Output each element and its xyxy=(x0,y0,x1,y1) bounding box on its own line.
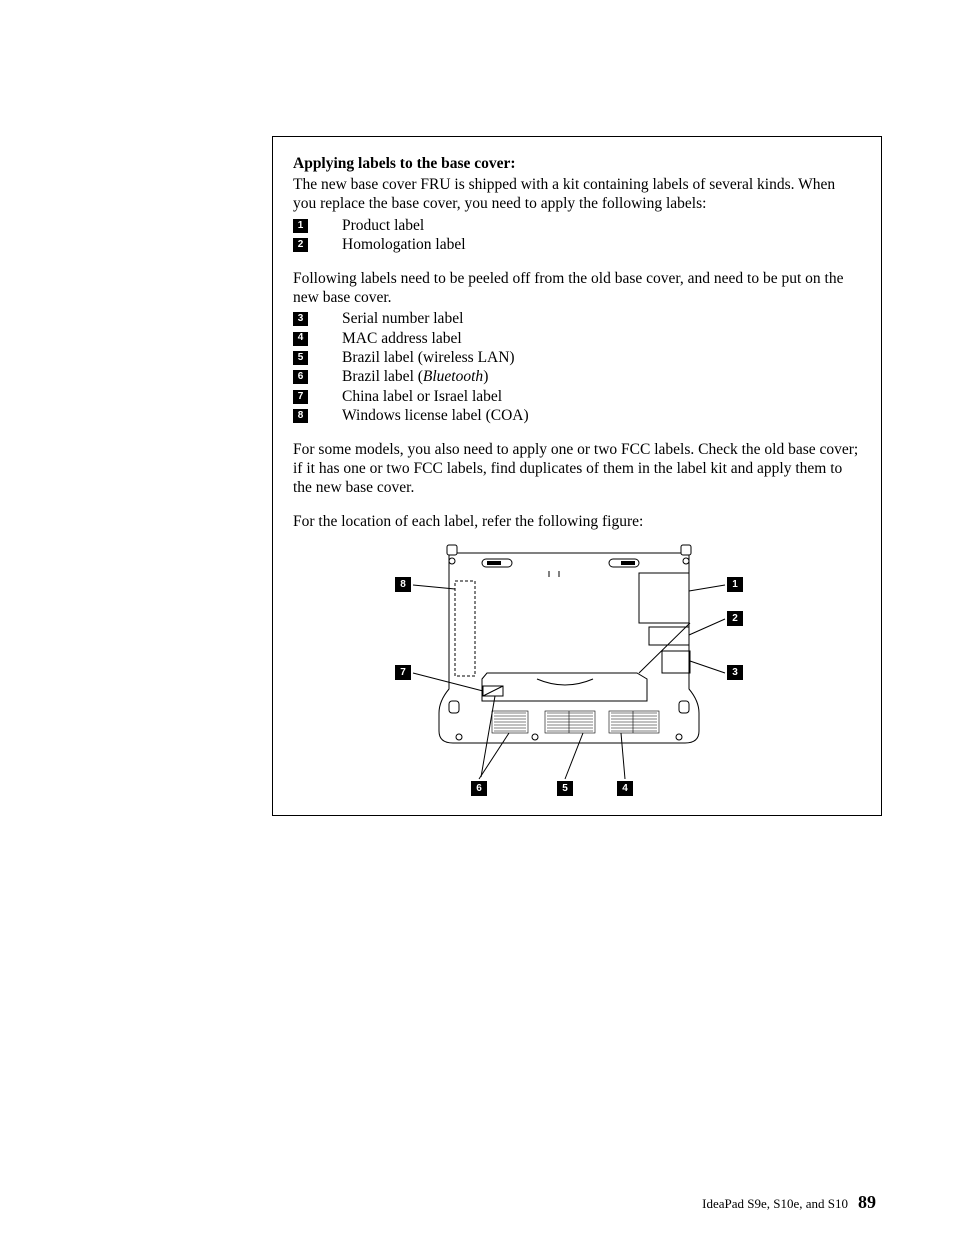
number-badge: 4 xyxy=(293,332,308,346)
number-badge: 1 xyxy=(293,219,308,233)
label-list-2: 3 Serial number label 4 MAC address labe… xyxy=(293,309,861,425)
number-badge: 8 xyxy=(293,409,308,423)
number-badge: 5 xyxy=(293,351,308,365)
footer-title: IdeaPad S9e, S10e, and S10 xyxy=(702,1196,848,1212)
callout-badge-8: 8 xyxy=(395,577,411,592)
intro-paragraph-1: The new base cover FRU is shipped with a… xyxy=(293,175,861,214)
intro-paragraph-2: Following labels need to be peeled off f… xyxy=(293,269,861,308)
base-cover-figure: 8 7 1 2 3 4 5 6 xyxy=(387,541,767,797)
page-footer: IdeaPad S9e, S10e, and S10 89 xyxy=(702,1192,876,1213)
list-item: 3 Serial number label xyxy=(293,309,861,328)
callout-badge-7: 7 xyxy=(395,665,411,680)
label-list-1: 1 Product label 2 Homologation label xyxy=(293,216,861,255)
callout-badge-1: 1 xyxy=(727,577,743,592)
number-badge: 2 xyxy=(293,238,308,252)
list-item-text: Homologation label xyxy=(342,235,466,254)
number-badge: 6 xyxy=(293,370,308,384)
figure-caption: For the location of each label, refer th… xyxy=(293,512,861,531)
list-item-text: Brazil label (wireless LAN) xyxy=(342,348,515,367)
callout-badge-4: 4 xyxy=(617,781,633,796)
callout-badge-3: 3 xyxy=(727,665,743,680)
fcc-paragraph: For some models, you also need to apply … xyxy=(293,440,861,498)
callout-badge-2: 2 xyxy=(727,611,743,626)
list-item-text: Product label xyxy=(342,216,424,235)
base-cover-svg xyxy=(387,541,767,797)
number-badge: 3 xyxy=(293,312,308,326)
list-item-text: MAC address label xyxy=(342,329,462,348)
list-item: 2 Homologation label xyxy=(293,235,861,254)
list-item-text: Brazil label (Bluetooth) xyxy=(342,367,488,386)
text-pre: Brazil label ( xyxy=(342,368,423,385)
callout-badge-6: 6 xyxy=(471,781,487,796)
list-item-text: Windows license label (COA) xyxy=(342,406,529,425)
box-heading: Applying labels to the base cover: xyxy=(293,155,861,173)
text-italic: Bluetooth xyxy=(423,368,483,385)
list-item: 1 Product label xyxy=(293,216,861,235)
list-item-text: Serial number label xyxy=(342,309,463,328)
figure-container: 8 7 1 2 3 4 5 6 xyxy=(293,541,861,797)
list-item: 4 MAC address label xyxy=(293,329,861,348)
callout-badge-5: 5 xyxy=(557,781,573,796)
list-item: 8 Windows license label (COA) xyxy=(293,406,861,425)
list-item-text: China label or Israel label xyxy=(342,387,502,406)
number-badge: 7 xyxy=(293,390,308,404)
list-item: 6 Brazil label (Bluetooth) xyxy=(293,367,861,386)
instruction-box: Applying labels to the base cover: The n… xyxy=(272,136,882,816)
list-item: 5 Brazil label (wireless LAN) xyxy=(293,348,861,367)
text-post: ) xyxy=(483,368,488,385)
page-number: 89 xyxy=(858,1192,876,1213)
list-item: 7 China label or Israel label xyxy=(293,387,861,406)
